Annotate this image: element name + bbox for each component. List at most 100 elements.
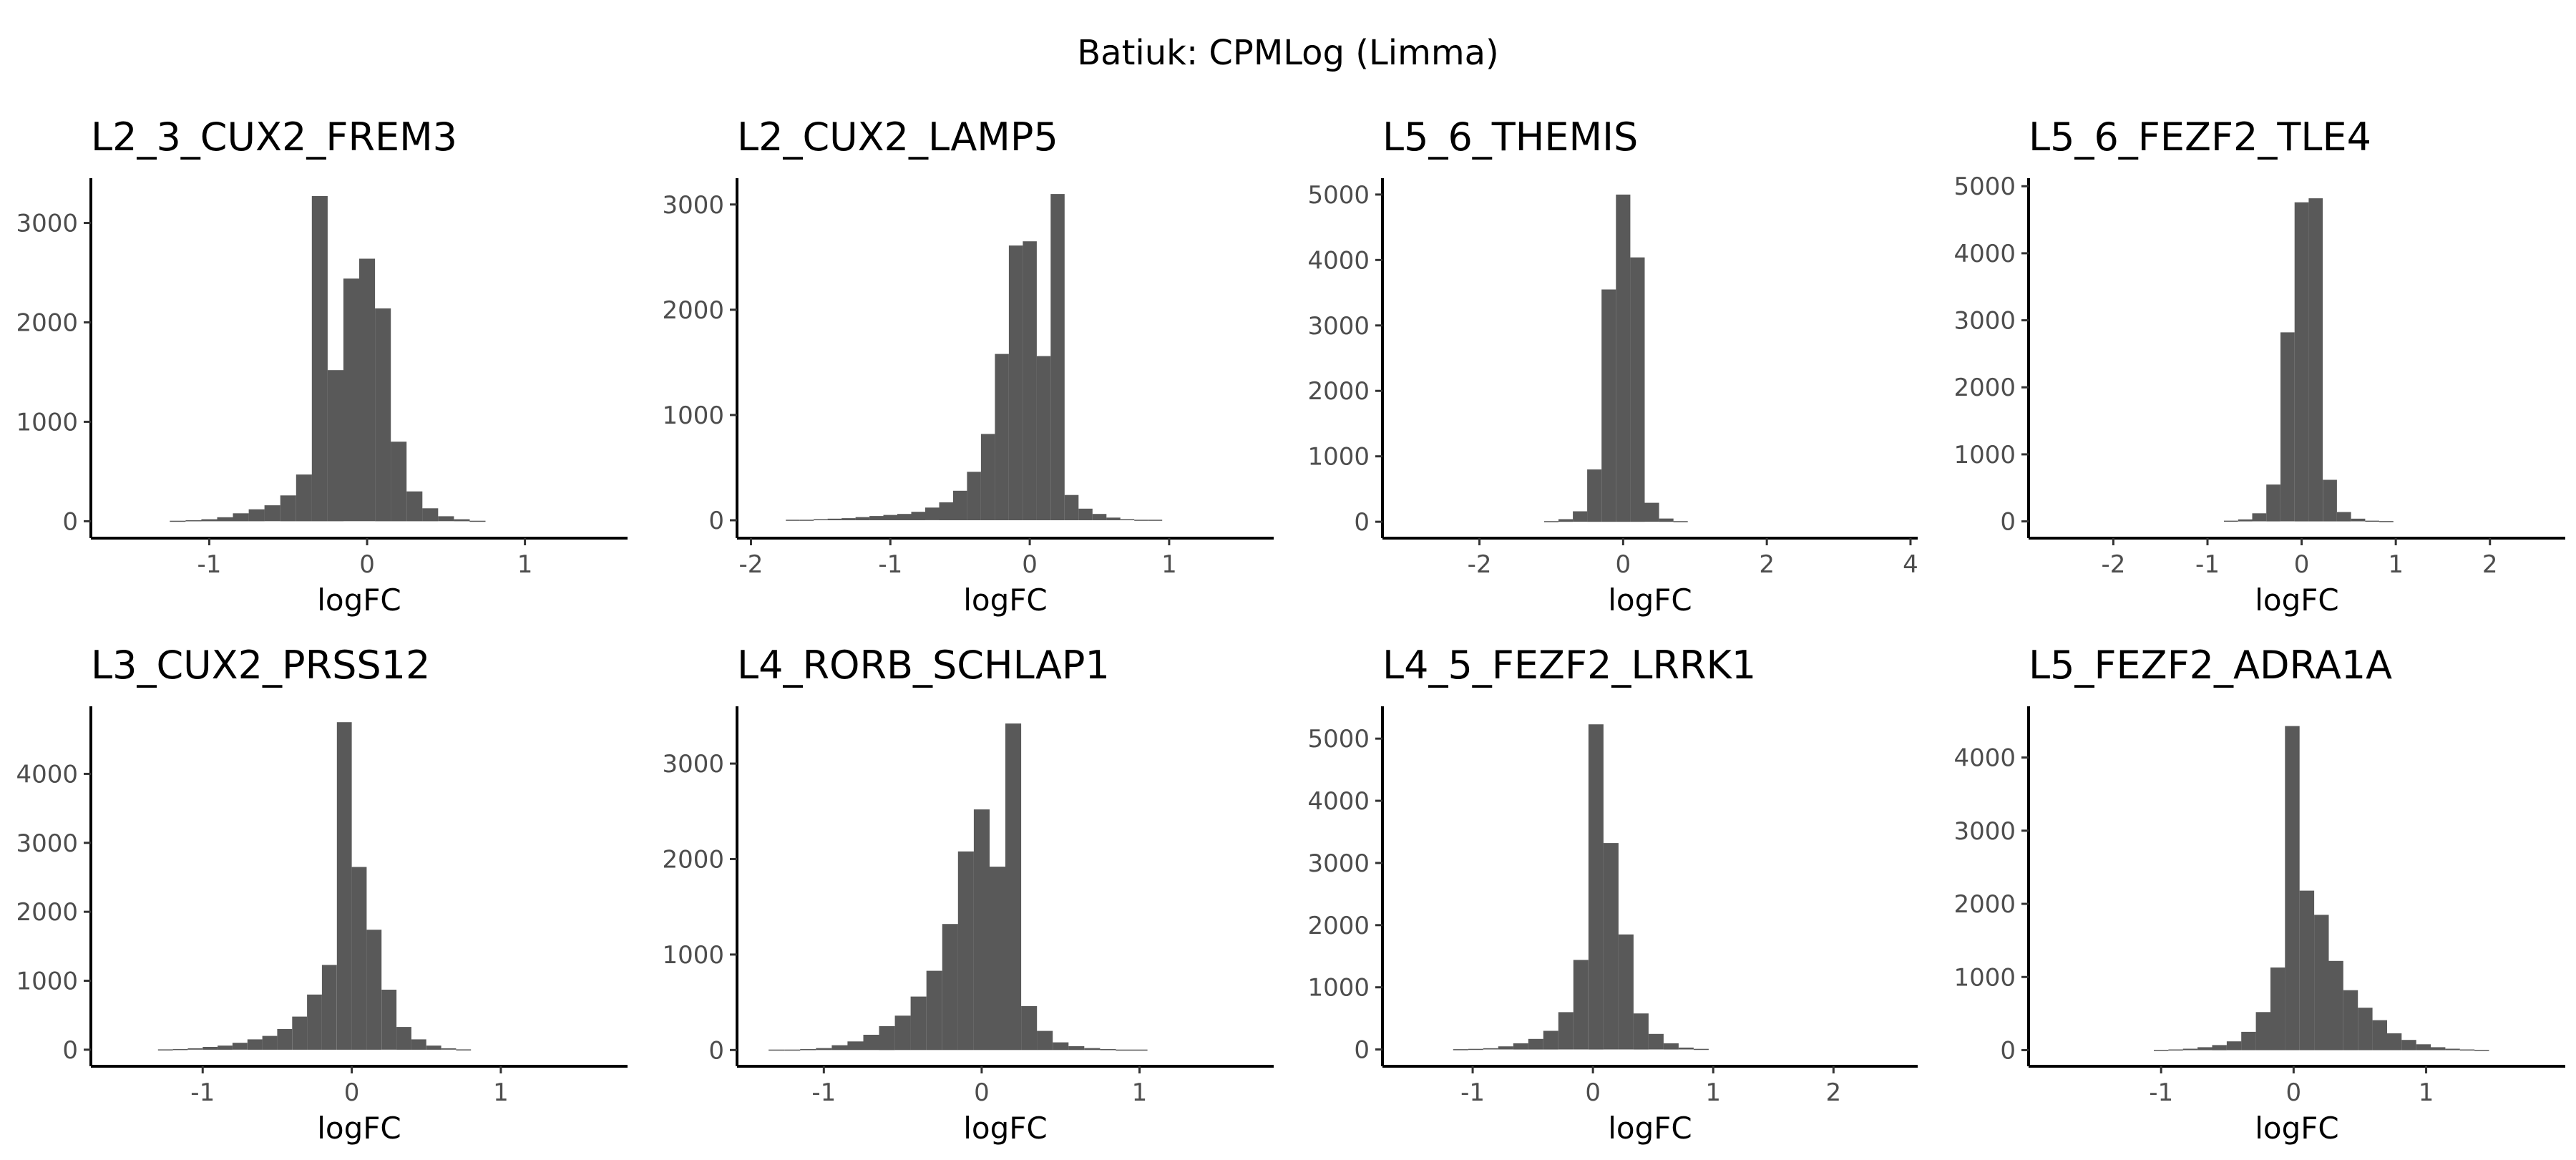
histogram-bar [2358,1008,2373,1051]
histogram-bar [454,519,470,522]
y-tick-label: 3000 [1953,817,2016,846]
x-axis-label: logFC [317,1111,401,1146]
histogram-bar [2241,1031,2256,1051]
y-tick-label: 3000 [1307,849,1370,878]
x-tick-label: 1 [1132,1078,1148,1107]
histogram-bar [800,1049,816,1051]
y-tick-label: 1000 [1307,974,1370,1003]
histogram-bar [1134,520,1148,521]
histogram-bar [187,1048,203,1050]
x-tick-label: 0 [1585,1078,1601,1107]
histogram-bar [2351,518,2366,522]
histogram-bar [218,1046,233,1050]
histogram-bar [841,518,856,520]
histogram-bar [327,370,343,522]
histogram-bar [1092,514,1107,520]
y-tick-label: 5000 [1307,181,1370,210]
histogram-bar [2343,990,2358,1051]
histogram-bar [2285,726,2300,1051]
x-tick-label: 1 [2388,550,2404,579]
x-tick-label: 0 [1616,550,1631,579]
histogram-bar [280,495,296,522]
y-tick-label: 0 [708,1036,724,1065]
histogram-bar [1513,1043,1528,1050]
histogram-bar [422,508,439,522]
histogram-bar [786,520,800,521]
histogram-bar [2238,519,2253,522]
histogram-bar [1037,1030,1053,1051]
histogram-bar [784,1049,801,1051]
histogram-bar [321,965,337,1050]
histogram-bar [2212,1045,2227,1051]
histogram-bar [2328,960,2343,1051]
histogram-bar [441,1048,457,1050]
histogram-bar [2336,512,2351,522]
x-axis-label: logFC [963,1111,1048,1146]
y-tick-label: 0 [708,507,724,535]
histogram-bar [814,519,828,520]
histogram-panel: L4_RORB_SCHLAP1 0 1000 2000 3000 -1 0 1 logFC [662,643,1274,1146]
y-tick-label: 5000 [1953,172,2016,201]
y-tick-label: 0 [62,507,78,536]
y-tick-label: 3000 [16,210,78,238]
histogram-bar [2379,521,2394,522]
histogram-bar [203,1047,218,1050]
panel-title: L4_RORB_SCHLAP1 [737,643,1110,688]
histogram-bar [1036,356,1051,520]
histogram-bar [1673,521,1688,522]
histogram-bar [411,1039,426,1050]
histogram-bar [233,513,249,522]
histogram-bar [2270,968,2285,1051]
y-tick-label: 0 [2000,508,2016,537]
y-tick-label: 1000 [1953,441,2016,469]
y-tick-label: 4000 [16,760,78,789]
histogram-bar [1587,469,1602,522]
histogram-bar [1633,1013,1649,1050]
histogram-bar [307,994,322,1050]
x-tick-label: 0 [1022,550,1038,579]
histogram-bar [185,520,202,522]
y-tick-label: 1000 [16,968,78,996]
histogram-bar [869,516,884,520]
histogram-bar [2386,1033,2402,1051]
x-tick-label: 1 [1705,1078,1721,1107]
y-tick-label: 2000 [662,845,724,874]
histogram-bar [1106,517,1121,520]
histogram-bar [2431,1047,2446,1051]
y-tick-label: 2000 [1307,912,1370,940]
histogram-bar [1116,1049,1132,1051]
histogram-bar [1050,194,1065,520]
histogram-bar [1648,1033,1664,1050]
y-tick-label: 2000 [1307,377,1370,406]
y-tick-label: 1000 [1307,443,1370,472]
x-tick-label: 0 [2294,550,2310,579]
y-tick-label: 4000 [1953,744,2016,773]
y-tick-label: 0 [62,1036,78,1065]
histogram-bar [942,924,958,1051]
panel-title: L4_5_FEZF2_LRRK1 [1382,643,1756,688]
histogram-bar [456,1049,472,1051]
histogram-bar [2372,1020,2387,1051]
histogram-bar [1659,518,1674,522]
histogram-bar [277,1029,293,1050]
histogram-bar [995,354,1009,520]
histogram-bar [2182,1048,2198,1051]
histogram-bar [2280,332,2295,522]
histogram-bar [1573,511,1588,522]
x-tick-label: -1 [2149,1078,2173,1107]
y-tick-label: 4000 [1307,787,1370,816]
y-tick-label: 4000 [1953,240,2016,268]
histogram-bar [1005,723,1022,1051]
x-tick-label: -1 [878,550,902,579]
histogram-bar [170,520,186,522]
histogram-bar [1693,1048,1709,1051]
histogram-bar [1483,1048,1498,1050]
y-tick-label: 3000 [662,750,724,779]
x-tick-label: 1 [1161,550,1177,579]
histogram-panel: L5_6_THEMIS 0 1000 2000 3000 4000 5000 -2 0 2 4 log… [1307,114,1918,618]
y-tick-label: 1000 [16,408,78,437]
x-tick-label: 1 [493,1078,509,1107]
x-axis-label: logFC [1608,1111,1692,1146]
histogram-bar [381,990,397,1050]
